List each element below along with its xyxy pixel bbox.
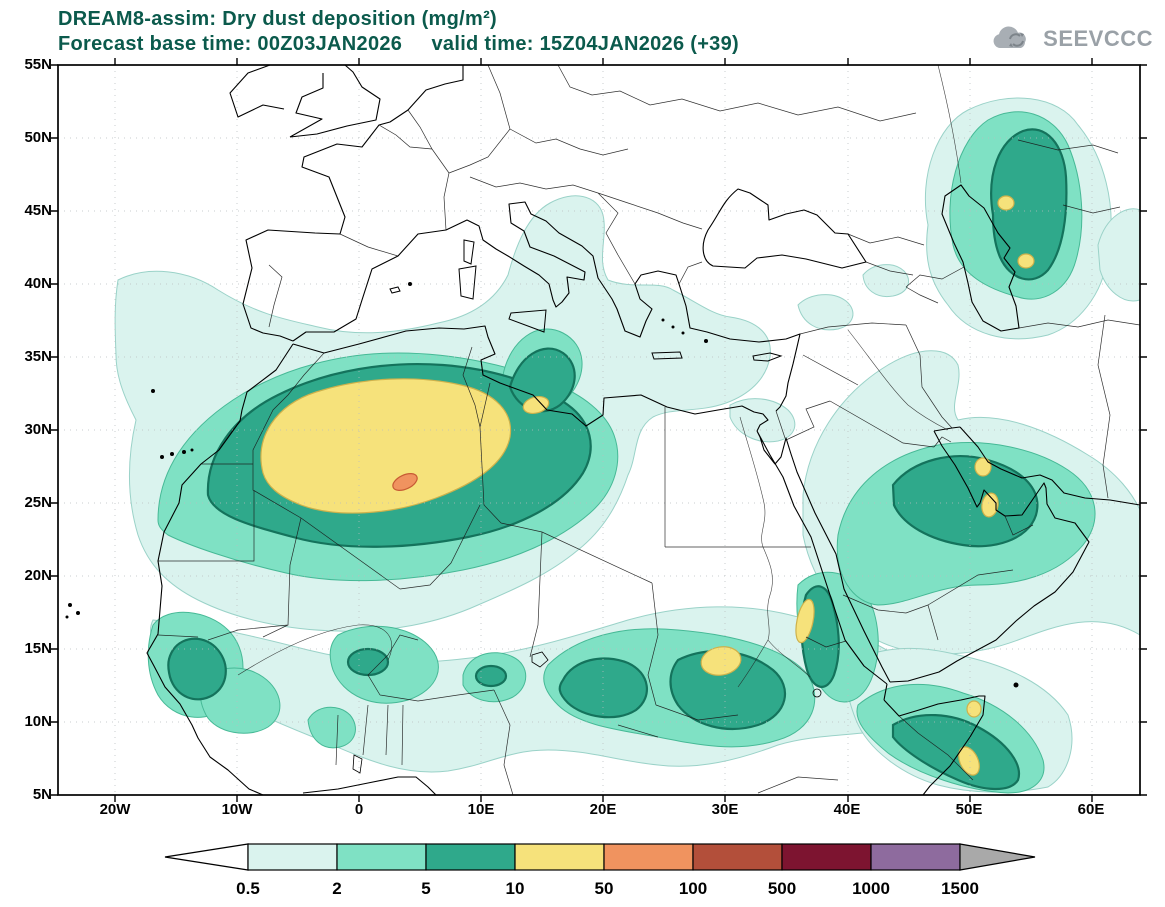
colorbar: 0.5 2 5 10 50 100 500 1000 1500 bbox=[164, 843, 1036, 898]
lakes bbox=[352, 651, 822, 774]
axis-ticks bbox=[51, 58, 1147, 802]
lon-label: 30E bbox=[711, 801, 739, 818]
colorbar-under-arrow bbox=[164, 843, 249, 871]
forecast-map bbox=[51, 58, 1147, 802]
seevccc-logo: SEEVCCC bbox=[990, 24, 1153, 54]
lat-label: 10N bbox=[24, 713, 52, 730]
plot-subtitle: Forecast base time: 00Z03JAN2026 valid t… bbox=[58, 33, 739, 55]
colorbar-segment bbox=[336, 843, 427, 871]
country-borders bbox=[157, 64, 1141, 796]
colorbar-tick-label: 1000 bbox=[852, 879, 890, 898]
graticule bbox=[58, 65, 1140, 795]
colorbar-segment bbox=[425, 843, 516, 871]
dust-level-10-regions bbox=[260, 195, 1035, 776]
lon-label: 20W bbox=[99, 801, 131, 818]
plot-title: DREAM8-assim: Dry dust deposition (mg/m²… bbox=[58, 8, 497, 30]
colorbar-segment bbox=[603, 843, 694, 871]
lon-label: 50E bbox=[955, 801, 983, 818]
colorbar-tick-label: 1500 bbox=[941, 879, 979, 898]
lon-label: 0 bbox=[354, 801, 364, 818]
lat-label: 20N bbox=[24, 567, 52, 584]
islands bbox=[65, 239, 1019, 688]
colorbar-tick-label: 500 bbox=[768, 879, 796, 898]
lon-label: 40E bbox=[833, 801, 861, 818]
lat-label: 50N bbox=[24, 129, 52, 146]
colorbar-over-arrow bbox=[959, 843, 1036, 871]
colorbar-tick-label: 10 bbox=[506, 879, 525, 898]
colorbar-segment bbox=[247, 843, 338, 871]
cloud-icon bbox=[993, 26, 1026, 48]
logo-text: SEEVCCC bbox=[1043, 26, 1153, 51]
lat-label: 35N bbox=[24, 348, 52, 365]
lat-label: 15N bbox=[24, 640, 52, 657]
dust-level-50-regions bbox=[392, 473, 418, 491]
colorbar-tick-label: 50 bbox=[595, 879, 614, 898]
colorbar-segment bbox=[781, 843, 872, 871]
lat-label: 30N bbox=[24, 421, 52, 438]
lon-label: 10E bbox=[467, 801, 495, 818]
lon-label: 60E bbox=[1077, 801, 1105, 818]
lat-label: 25N bbox=[24, 494, 52, 511]
colorbar-segment bbox=[514, 843, 605, 871]
colorbar-segment bbox=[870, 843, 961, 871]
lon-label: 10W bbox=[221, 801, 253, 818]
colorbar-tick-label: 100 bbox=[679, 879, 707, 898]
coastlines bbox=[146, 64, 1141, 796]
lon-label: 20E bbox=[589, 801, 617, 818]
lat-label: 5N bbox=[32, 786, 52, 803]
lat-label: 45N bbox=[24, 202, 52, 219]
colorbar-tick-label: 2 bbox=[332, 879, 341, 898]
colorbar-tick-label: 0.5 bbox=[236, 879, 260, 898]
lat-label: 40N bbox=[24, 275, 52, 292]
colorbar-segment bbox=[692, 843, 783, 871]
lat-label: 55N bbox=[24, 56, 52, 73]
colorbar-tick-label: 5 bbox=[421, 879, 430, 898]
